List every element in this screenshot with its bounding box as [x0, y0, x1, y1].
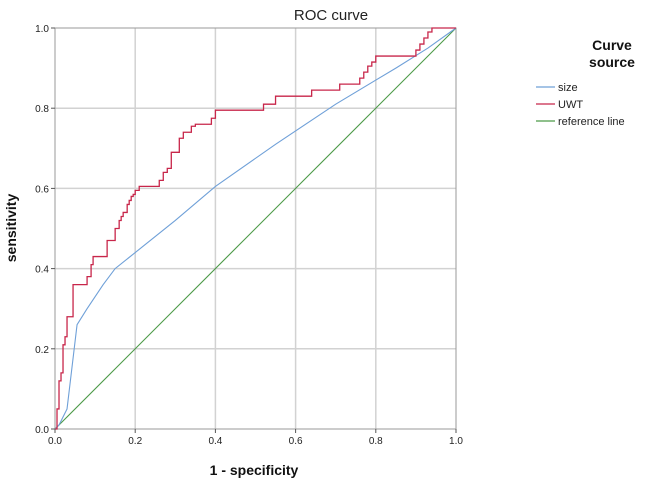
x-tick-label: 0.4 — [208, 436, 222, 447]
series-line-size — [54, 27, 457, 430]
y-axis-ticks: 0.0 0.2 0.4 0.6 0.8 1.0 — [35, 24, 55, 436]
x-axis-label: 1 - specificity — [210, 462, 299, 478]
y-tick-label: 0.6 — [35, 184, 49, 195]
series-lines — [54, 27, 457, 430]
legend-title-line2: source — [589, 54, 635, 70]
legend-title-line1: Curve — [592, 37, 632, 53]
series-line-uwt — [55, 27, 456, 430]
plot-area — [54, 27, 457, 430]
x-tick-label: 0.8 — [369, 436, 383, 447]
x-axis-ticks: 0.0 0.2 0.4 0.6 0.8 1.0 — [48, 429, 463, 447]
legend: Curve source size UWT reference line — [536, 37, 635, 128]
x-tick-label: 1.0 — [449, 436, 463, 447]
x-tick-label: 0.0 — [48, 436, 62, 447]
series-line-reference-line — [54, 27, 457, 430]
y-tick-label: 0.0 — [35, 425, 49, 436]
y-tick-label: 0.4 — [35, 265, 49, 276]
y-tick-label: 0.8 — [35, 104, 49, 115]
y-axis-label: sensitivity — [3, 194, 19, 263]
plot-frame — [54, 27, 457, 430]
legend-label-uwt: UWT — [558, 99, 583, 111]
y-tick-label: 0.2 — [35, 345, 49, 356]
legend-items: size UWT reference line — [536, 82, 625, 128]
legend-label-size: size — [558, 82, 578, 94]
x-tick-label: 0.2 — [128, 436, 142, 447]
chart-title: ROC curve — [294, 7, 368, 24]
legend-label-reference-line: reference line — [558, 116, 625, 128]
gridlines — [55, 28, 456, 429]
y-tick-label: 1.0 — [35, 24, 49, 35]
x-tick-label: 0.6 — [289, 436, 303, 447]
